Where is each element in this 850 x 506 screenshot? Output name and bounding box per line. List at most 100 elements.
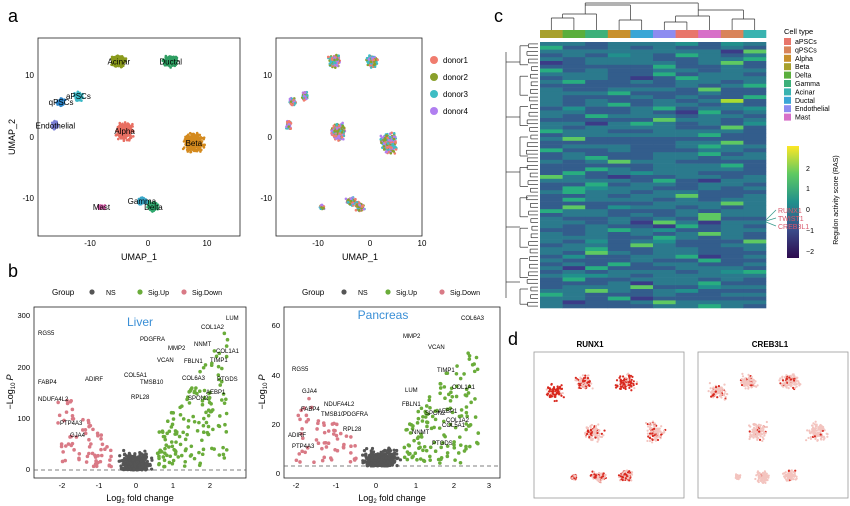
umap-point	[287, 123, 291, 126]
volcano-point	[369, 453, 373, 457]
heatmap-cell	[698, 72, 722, 77]
volcano-point-up	[195, 429, 200, 433]
volcano-point-up	[189, 387, 193, 392]
gene-label: LUM	[226, 316, 239, 322]
umap-point	[285, 120, 289, 124]
volcano-point	[150, 467, 154, 471]
legend-swatch	[430, 56, 438, 64]
heatmap-cell	[675, 91, 699, 96]
heatmap-cell	[630, 182, 654, 187]
volcano-point-up	[211, 427, 215, 432]
umap-point	[173, 64, 177, 68]
volcano-point-up	[178, 442, 183, 447]
legend-swatch-down	[181, 289, 187, 295]
volcano-point	[117, 459, 121, 463]
volcano-point-up	[181, 430, 185, 435]
cluster-label: Endothelial	[36, 121, 76, 130]
heatmap-cell	[743, 87, 767, 92]
volcano-point-up	[185, 432, 189, 437]
heatmap-cell	[675, 190, 699, 195]
heatmap-cell	[743, 152, 767, 157]
heatmap-cell	[698, 178, 722, 183]
umap-point	[120, 55, 124, 58]
gene-label: TIMP1	[437, 368, 455, 374]
volcano-point-down	[335, 448, 340, 453]
gene-label: ADIRF	[288, 433, 306, 439]
volcano-point	[379, 463, 383, 467]
heatmap-cell	[540, 110, 563, 115]
volcano-point-up	[186, 418, 191, 423]
heatmap-cell	[630, 137, 654, 142]
heatmap-cell	[562, 57, 586, 62]
xtick-label: 10	[203, 239, 212, 248]
heatmap-cell	[607, 106, 631, 111]
umap-point	[334, 61, 337, 65]
volcano-point	[122, 466, 126, 470]
legend-item-up-2: Sig.Up	[396, 290, 417, 297]
volcano-point	[386, 460, 390, 464]
heatmap-cell	[585, 137, 609, 142]
heatmap-cell	[720, 175, 744, 180]
panel-label-c: c	[494, 6, 503, 26]
umap-point	[332, 124, 336, 128]
heatmap-cell	[743, 45, 767, 50]
heatmap-cell	[653, 125, 676, 130]
volcano-point-down	[294, 458, 299, 463]
legend-title: Group	[52, 288, 75, 297]
volcano-point-up	[458, 435, 462, 439]
annotation-cell	[585, 30, 609, 38]
heatmap-cell	[653, 144, 676, 149]
umap-point	[290, 103, 294, 107]
umap-point	[376, 58, 379, 62]
umap-point	[333, 58, 336, 62]
heatmap-cell	[540, 129, 563, 134]
heatmap-cell	[585, 91, 609, 96]
volcano-point-up	[200, 438, 204, 443]
heatmap-cell	[743, 80, 767, 85]
heatmap-cell	[675, 57, 699, 62]
heatmap-cell	[720, 49, 744, 54]
volcano-point-up	[167, 460, 172, 465]
heatmap-cell	[743, 186, 767, 191]
heatmap-cell	[607, 171, 631, 176]
volcano-point-down	[326, 429, 331, 433]
volcano-point-up	[192, 420, 197, 424]
volcano-point-down	[298, 417, 302, 422]
volcano-point-up	[186, 425, 191, 429]
heatmap-cell	[607, 99, 631, 104]
volcano-point-up	[177, 434, 182, 439]
umap-point	[175, 56, 179, 60]
heatmap-cell	[585, 42, 609, 47]
volcano-point-down	[99, 453, 104, 458]
umap-left-ylabel: UMAP_2	[7, 119, 17, 155]
volcano-point-down	[107, 463, 112, 468]
volcano-point	[124, 454, 129, 458]
heatmap-cell	[585, 49, 609, 54]
ytick-label: 40	[272, 371, 280, 380]
heatmap-cell	[585, 186, 609, 191]
annotation-cell	[653, 30, 676, 38]
heatmap-cell	[698, 91, 722, 96]
heatmap-cell	[630, 205, 654, 210]
xtick-label: 0	[368, 239, 373, 248]
heatmap-cell	[653, 152, 676, 157]
umap-point	[372, 58, 375, 62]
pancreas-yticks: 60 40 20 0	[272, 321, 280, 478]
heatmap-cell	[630, 80, 654, 85]
umap-point	[202, 137, 205, 141]
heatmap-cell	[585, 83, 609, 88]
heatmap-cell	[675, 140, 699, 145]
umap-point	[62, 101, 66, 105]
celltype-annotation-bar	[540, 30, 767, 38]
volcano-point	[133, 452, 137, 456]
heatmap-cell	[698, 125, 722, 130]
heatmap-cell	[720, 190, 744, 195]
volcano-point-up	[421, 448, 425, 453]
heatmap-cell	[585, 114, 609, 119]
annotation-cell	[720, 30, 744, 38]
xtick-label: 3	[487, 481, 491, 490]
umap-point	[75, 93, 79, 96]
umap-point	[116, 58, 120, 61]
heatmap-cell	[585, 57, 609, 62]
heatmap-cell	[562, 201, 586, 206]
